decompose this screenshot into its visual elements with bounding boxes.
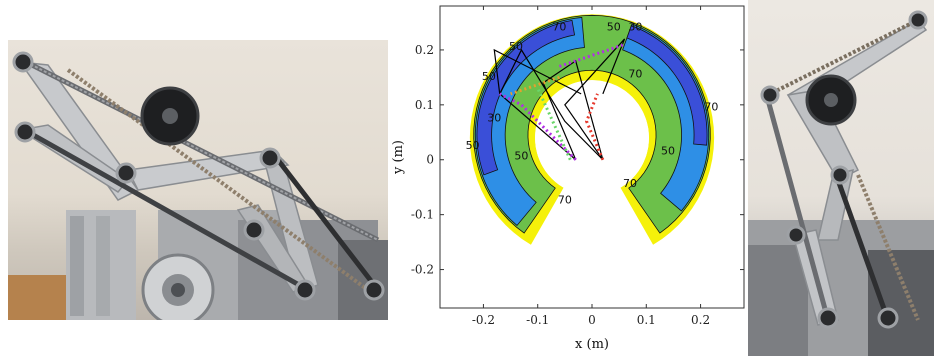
contour-label: 50 [661, 144, 675, 157]
robot-leg-photo [748, 0, 934, 356]
y-tick-label: 0.2 [415, 43, 434, 57]
contour-label: 50 [514, 150, 528, 163]
axis-ticks: -0.2 -0.1 0 0.1 0.2 -0.2 -0.1 0 0.1 0.2 [411, 6, 744, 327]
linkage-path [510, 75, 560, 96]
contour-label: 50 [509, 40, 523, 53]
x-tick-label: 0 [588, 313, 596, 327]
linkage-path [536, 87, 572, 161]
region-empty [535, 80, 649, 196]
robot-leg-photo-icon [748, 10, 934, 356]
linkage-line [542, 59, 604, 160]
linkage-line [499, 48, 604, 161]
contour-label: 30 [487, 111, 501, 124]
robot-arm-photo-icon [8, 51, 388, 320]
x-tick-label: -0.1 [526, 313, 549, 327]
contour-label: 50 [466, 139, 480, 152]
y-tick-label: 0 [426, 153, 434, 167]
x-axis-title: x (m) [575, 337, 609, 352]
linkage-line [493, 48, 582, 161]
y-tick-label: -0.1 [411, 208, 434, 222]
contour-label: 70 [623, 177, 637, 190]
y-axis-title: y (m) [391, 140, 406, 175]
linkage-line [564, 38, 626, 161]
region-30-right [626, 25, 708, 146]
contour-label: 70 [558, 194, 572, 207]
contour-label: 70 [704, 100, 718, 113]
y-tick-label: 0.1 [415, 98, 434, 112]
linkage-path [558, 43, 626, 68]
workspace-contour-plot: 70 50 30 50 50 30 50 50 70 70 70 50 70 -0.2 -0.1 0 0.1 0… [391, 5, 745, 352]
contour-label: 30 [628, 21, 642, 34]
contour-label: 50 [482, 70, 496, 83]
y-tick-label: -0.2 [411, 263, 434, 277]
plot-content: 70 50 30 50 50 30 50 50 70 70 70 50 70 [466, 14, 718, 245]
linkage-path [499, 92, 577, 161]
contour-label: 50 [607, 21, 621, 34]
region-gap [570, 159, 614, 232]
linkage-path [584, 93, 605, 161]
contour-label: 70 [628, 67, 642, 80]
x-tick-label: 0.1 [637, 313, 656, 327]
x-tick-label: 0.2 [691, 313, 710, 327]
robot-arm-photo [8, 40, 388, 320]
x-tick-label: -0.2 [472, 313, 495, 327]
contour-label: 70 [552, 21, 566, 34]
